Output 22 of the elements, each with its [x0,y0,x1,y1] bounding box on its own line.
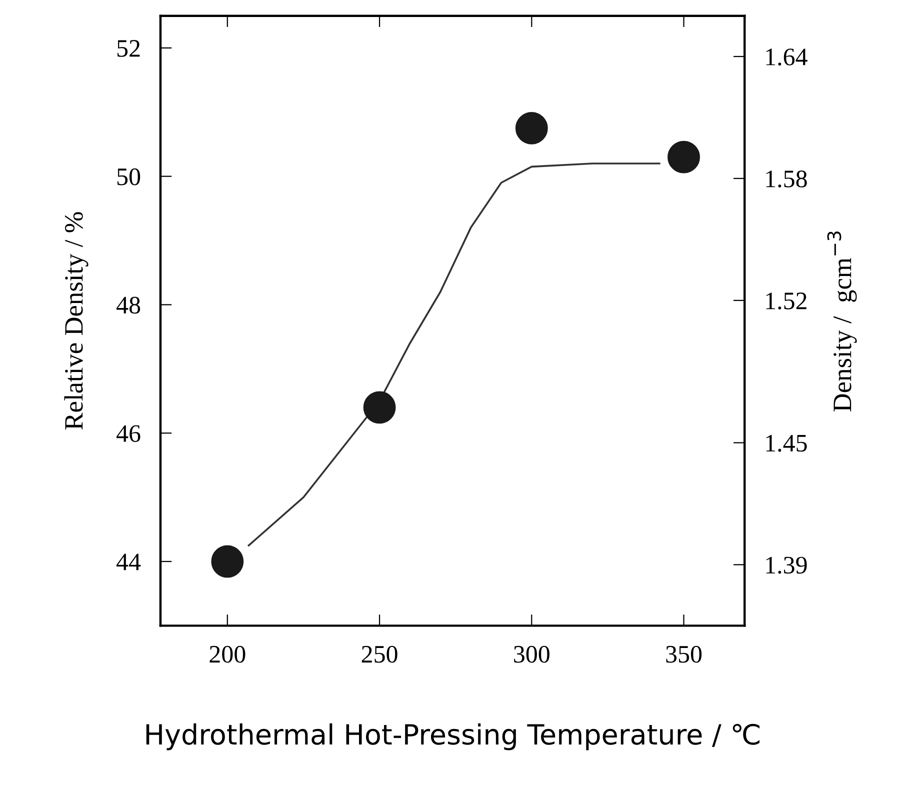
y-tick-label: 48 [116,296,140,314]
y2-tick-label: 1.52 [766,292,806,310]
y2-axis-title: Density / gcm$^{−3}$ [827,232,857,412]
y-tick-label: 44 [116,554,141,570]
x-axis-title: Hydrothermal Hot-Pressing Temperature / ℃ [146,723,760,750]
y-tick-label: 46 [116,425,140,442]
y-tick-label: 50 [117,168,140,186]
y-tick-label: 52 [117,40,140,57]
y2-tick-label: 1.39 [766,556,807,574]
x-tick-label: 250 [362,646,398,663]
y-axis-title: Relative Density / % [64,212,88,430]
y2-tick-label: 1.45 [766,434,807,452]
point [363,391,396,424]
x-tick-label: 300 [514,646,550,663]
x-tick-label: 350 [666,646,702,663]
point [515,112,548,144]
point [668,140,700,174]
y2-tick-label: 1.58 [766,170,807,188]
y2-tick-label: 1.64 [766,48,808,66]
line-series [248,162,660,546]
x-tick-label: 200 [210,646,246,663]
point [211,545,244,578]
